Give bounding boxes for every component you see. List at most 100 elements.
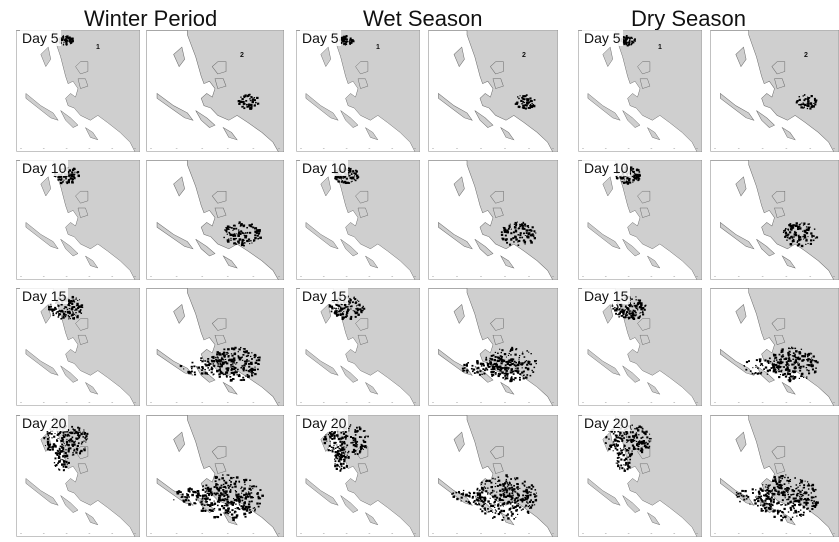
- particle: [335, 178, 338, 181]
- particle: [250, 500, 253, 503]
- particle: [216, 515, 219, 518]
- island: [340, 239, 359, 257]
- particle: [764, 486, 767, 488]
- particle: [625, 450, 628, 452]
- particle: [809, 510, 811, 513]
- particle: [533, 236, 535, 238]
- particle: [530, 363, 533, 366]
- particle: [229, 511, 231, 513]
- particle: [795, 484, 798, 486]
- particle: [478, 373, 481, 376]
- particle: [482, 496, 485, 499]
- particle: [780, 514, 783, 517]
- particle: [60, 41, 62, 44]
- particle: [200, 372, 204, 375]
- particle: [623, 446, 625, 448]
- day-label: Day 20: [582, 415, 631, 431]
- coastline-map: [710, 30, 839, 152]
- particle: [514, 226, 517, 229]
- particle: [62, 311, 64, 313]
- particle: [70, 41, 73, 44]
- axis-tick: –: [552, 531, 554, 536]
- island: [453, 46, 465, 68]
- map-panel: – – – – – –: [146, 160, 284, 280]
- particle: [526, 374, 529, 376]
- particle: [336, 457, 339, 460]
- particle: [217, 359, 220, 362]
- particle: [478, 502, 480, 504]
- particle: [785, 234, 788, 237]
- particle: [335, 303, 338, 306]
- particle: [492, 511, 494, 513]
- particle: [774, 371, 776, 373]
- axis-tick: –: [201, 400, 204, 405]
- particle: [756, 498, 758, 500]
- particle: [779, 360, 782, 363]
- particle: [626, 177, 629, 180]
- particle: [349, 436, 352, 439]
- particle: [337, 308, 339, 310]
- particle: [203, 504, 206, 506]
- particle: [508, 492, 511, 495]
- particle: [516, 492, 519, 495]
- particle: [187, 489, 191, 492]
- particle: [506, 362, 510, 365]
- particle: [239, 225, 242, 227]
- particle: [530, 229, 533, 232]
- particle: [781, 511, 784, 514]
- particle: [483, 498, 486, 501]
- map-panel: – – – – – –: [428, 288, 558, 406]
- particle: [530, 105, 533, 109]
- particle: [793, 370, 796, 373]
- axis-tick: –: [88, 274, 91, 279]
- particle: [628, 310, 630, 312]
- particle: [249, 98, 251, 100]
- particle: [228, 231, 231, 234]
- particle: [757, 500, 760, 503]
- axis-tick: –: [504, 400, 506, 405]
- particle: [800, 480, 803, 483]
- island: [211, 446, 227, 460]
- particle: [783, 366, 785, 368]
- particle: [481, 510, 484, 513]
- particle: [216, 354, 218, 356]
- particle: [66, 41, 68, 44]
- particle: [781, 477, 783, 480]
- coastline-map: [16, 288, 140, 406]
- particle: [350, 173, 353, 175]
- particle: [462, 493, 465, 496]
- particle: [800, 515, 802, 517]
- particle: [792, 497, 795, 500]
- particle: [207, 490, 211, 493]
- particle: [81, 304, 84, 307]
- particle: [474, 502, 477, 505]
- particle: [620, 437, 623, 440]
- particle: [195, 499, 198, 501]
- particle: [806, 238, 808, 240]
- particle: [637, 299, 640, 301]
- particle: [621, 310, 624, 313]
- particle: [216, 488, 219, 490]
- particle: [347, 452, 349, 454]
- particle: [233, 366, 236, 368]
- particle: [497, 503, 500, 506]
- particle: [640, 306, 643, 309]
- particle: [60, 175, 63, 178]
- particle: [643, 442, 646, 445]
- particle: [333, 434, 336, 438]
- particle: [789, 243, 793, 246]
- particle: [612, 443, 615, 446]
- site-label: 2: [804, 52, 808, 59]
- particle: [807, 355, 809, 358]
- particle: [249, 485, 251, 487]
- particle: [779, 361, 783, 365]
- particle: [510, 368, 513, 371]
- particle: [462, 489, 465, 492]
- island: [60, 110, 79, 128]
- particle: [625, 35, 628, 37]
- particle: [805, 377, 808, 379]
- particle: [627, 316, 631, 319]
- particle: [224, 481, 228, 484]
- particle: [495, 482, 497, 484]
- particle: [802, 492, 804, 494]
